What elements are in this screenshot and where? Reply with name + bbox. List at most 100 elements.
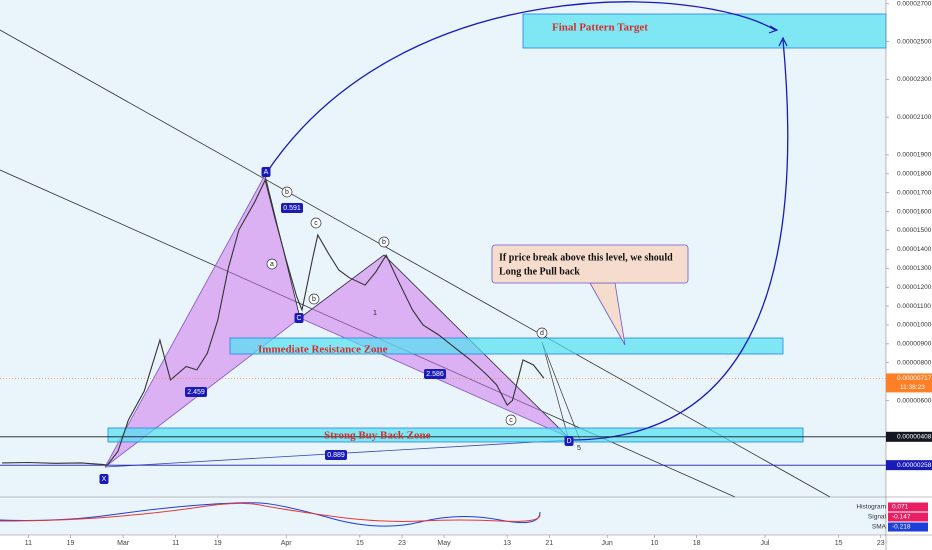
- x-tick-label: 11: [172, 540, 179, 547]
- ratio-box: [325, 450, 347, 460]
- point-label: b: [382, 239, 386, 246]
- x-tick-label: 23: [398, 540, 406, 547]
- x-tick-label: 10: [651, 540, 659, 547]
- indicator-name: SMA: [872, 524, 887, 531]
- macd-line: [0, 502, 541, 527]
- y-tick-label: 0.00000900: [897, 341, 932, 348]
- point-circle: [281, 186, 293, 198]
- y-tick-label: 0.00002300: [897, 76, 932, 83]
- y-tick-label: 0.00001000: [897, 322, 932, 329]
- signal-line: [0, 502, 541, 522]
- x-tick-label: 19: [67, 540, 75, 547]
- ratio-box: [185, 387, 207, 397]
- point-circle: [378, 236, 390, 248]
- price-label: 0.00000258: [897, 462, 932, 469]
- x-tick-label: 21: [545, 540, 553, 547]
- ratio-label: 2.586: [426, 371, 444, 378]
- y-tick-label: 0.00001300: [897, 265, 932, 272]
- indicator-value: -0.218: [892, 524, 911, 531]
- y-tick-label: 0.00000800: [897, 359, 932, 366]
- x-tick-label: 19: [214, 540, 222, 547]
- x-tick-label: Jun: [602, 540, 613, 547]
- point-label: b: [285, 189, 289, 196]
- x-tick-label: 23: [877, 540, 885, 547]
- projection-arc: [264, 1, 776, 176]
- point-circle: [310, 217, 322, 229]
- zone-label: Strong Buy Back Zone: [324, 430, 431, 442]
- indicator-value: 0.071: [892, 504, 909, 511]
- point-label: X: [102, 476, 107, 483]
- last-price-label: 0.00000717: [897, 375, 932, 382]
- point-label: D: [566, 438, 571, 445]
- ratio-label: 0.889: [327, 452, 345, 459]
- point-label: b: [312, 296, 316, 303]
- y-tick-label: 0.00001200: [897, 284, 932, 291]
- arrow-head: [768, 25, 779, 34]
- x-tick-label: 11: [25, 540, 32, 547]
- y-tick-label: 0.00002500: [897, 38, 932, 45]
- point-label: c: [509, 417, 513, 424]
- point-label: C: [296, 315, 301, 322]
- x-tick-label: May: [437, 540, 451, 547]
- point-box: [99, 474, 109, 484]
- point-box: [564, 436, 574, 446]
- last-price-time: 11:38:23: [900, 384, 925, 391]
- point-label: A: [264, 169, 269, 176]
- y-tick-label: 0.00000600: [897, 397, 932, 404]
- point-box: [261, 167, 271, 177]
- projection-arc: [569, 39, 789, 441]
- x-tick-label: Mar: [117, 540, 130, 547]
- point-label: d: [540, 330, 544, 337]
- ratio-label: 2.459: [187, 389, 205, 396]
- callout-text: Long the Pull back: [499, 266, 580, 277]
- x-tick-label: Apr: [281, 540, 293, 547]
- last-price-box: [886, 373, 932, 393]
- y-tick-label: 0.00001100: [897, 303, 931, 310]
- point-label: 1: [373, 310, 377, 317]
- y-tick-label: 0.00002100: [897, 114, 932, 121]
- point-label: a: [270, 261, 274, 268]
- price-line-series: [2, 178, 545, 466]
- ratio-label: 0.591: [283, 205, 301, 212]
- x-tick-label: 13: [503, 540, 511, 547]
- x-tick-label: 15: [356, 540, 364, 547]
- y-tick-label: 0.00001800: [897, 171, 932, 178]
- plot-background: [0, 0, 886, 535]
- callout-text: If price break above this level, we shou…: [499, 252, 673, 263]
- price-label: 0.00000408: [897, 434, 932, 441]
- indicator-name: Signal: [868, 514, 887, 521]
- callout-box: [491, 244, 689, 284]
- point-label: 5: [577, 445, 581, 452]
- x-tick-label: 18: [693, 540, 701, 547]
- buy-back-zone: [107, 427, 804, 443]
- ratio-box: [281, 203, 303, 213]
- price-label-box: [886, 460, 932, 471]
- target-label: Final Pattern Target: [552, 22, 648, 34]
- resistance-zone: [229, 337, 784, 355]
- indicator-name: Histogram: [856, 504, 886, 511]
- point-box: [294, 313, 304, 323]
- x-tick-label: Jul: [761, 540, 770, 547]
- trendline: [0, 29, 831, 498]
- indicator-box: [888, 512, 928, 522]
- y-tick-label: 0.00001700: [897, 189, 932, 196]
- point-circle: [308, 293, 320, 305]
- point-circle: [266, 258, 278, 270]
- price-label-box: [886, 431, 932, 442]
- indicator-box: [888, 502, 928, 512]
- zone-label: Immediate Resistance Zone: [258, 344, 388, 356]
- x-tick-label: 15: [835, 540, 843, 547]
- y-tick-label: 0.00001400: [897, 246, 932, 253]
- y-tick-label: 0.00001900: [897, 152, 932, 159]
- arrow-head: [778, 36, 788, 47]
- indicator-box: [888, 522, 928, 532]
- y-tick-label: 0.00001500: [897, 227, 932, 234]
- point-circle: [505, 414, 517, 426]
- indicator-value: -0.147: [892, 514, 911, 521]
- y-tick-label: 0.00001600: [897, 208, 932, 215]
- point-circle: [536, 327, 548, 339]
- ratio-box: [424, 369, 446, 379]
- y-tick-label: 0.00002700: [897, 0, 932, 7]
- point-label: c: [314, 220, 318, 227]
